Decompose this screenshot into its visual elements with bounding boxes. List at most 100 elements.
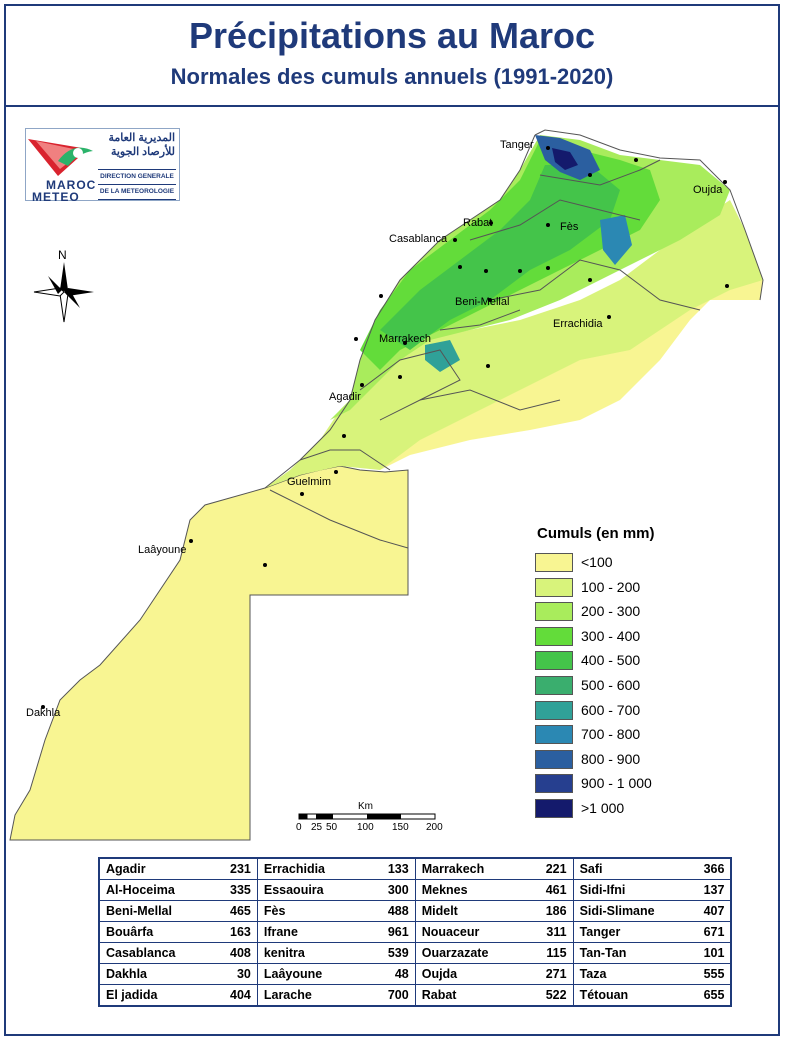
legend-label: 500 - 600 (581, 677, 641, 693)
station-name: Beni-Mellal (99, 900, 224, 922)
legend-label: 800 - 900 (581, 750, 641, 767)
middle-atlas-rainfall (600, 215, 632, 265)
scale-unit-label: Km (358, 801, 373, 812)
station-name: Marrakech (415, 858, 540, 880)
table-row: Beni-Mellal 465 Fès 488 Midelt 186 Sidi-Sliman… (99, 900, 732, 922)
station-name: Larache (257, 984, 382, 1007)
legend-item: 800 - 900 (535, 749, 675, 771)
city-label-fes: Fès (560, 221, 579, 233)
logo-arabic-text: المديرية العامة للأرصاد الجوية (108, 131, 175, 159)
scale-bar (298, 813, 436, 820)
page-subtitle: Normales des cumuls annuels (1991-2020) (170, 64, 614, 89)
station-value: 231 (224, 858, 258, 880)
station-name: Sidi-Slimane (573, 900, 698, 922)
legend-item: <100 (535, 553, 675, 574)
station-value: 300 (381, 879, 416, 901)
rif-peak-rainfall (552, 148, 578, 170)
legend-item: 400 - 500 (535, 651, 675, 672)
legend-label: 300 - 400 (581, 627, 641, 644)
station-name: Bouârfa (99, 921, 224, 943)
legend-item: 500 - 600 (535, 676, 675, 697)
station-table: Agadir 231 Errachidia 133 Marrakech 221 Safi 36… (98, 857, 733, 1007)
station-name: Nouaceur (415, 921, 540, 943)
scale-tick-label: 100 (357, 822, 374, 833)
north-arrow-icon (33, 262, 94, 323)
station-value: 271 (539, 963, 574, 985)
legend-label: 700 - 800 (581, 726, 641, 743)
station-name: Tétouan (573, 984, 698, 1007)
logo-emblem-icon (28, 139, 93, 176)
logo-french-text: DIRECTION GENERALE DE LA METEOROLOGIE (98, 169, 176, 200)
city-label-errachidia: Errachidia (553, 318, 603, 330)
high-atlas-rainfall (425, 340, 460, 372)
station-name: Ifrane (257, 921, 382, 943)
legend-swatch (535, 700, 573, 720)
legend-label: 400 - 500 (581, 652, 641, 669)
legend-swatch (535, 602, 573, 622)
station-name: Essaouira (257, 879, 382, 901)
legend-item: >1 000 (535, 799, 675, 820)
legend-swatch (535, 749, 573, 769)
station-value: 366 (697, 858, 732, 880)
semi-arid-band (265, 200, 763, 488)
page-frame (4, 4, 780, 1036)
station-name: Casablanca (99, 942, 224, 964)
scale-tick-label: 150 (392, 822, 409, 833)
logo-wordmark-bottom: METEO (32, 190, 80, 204)
station-name: Taza (573, 963, 698, 985)
city-label-casablanca: Casablanca (389, 233, 448, 245)
logo-arabic-line-1: المديرية العامة (108, 132, 175, 144)
station-value: 539 (381, 942, 416, 964)
station-value: 408 (224, 942, 258, 964)
station-value: 186 (539, 900, 574, 922)
legend-swatch (535, 626, 573, 646)
station-value: 671 (697, 921, 732, 943)
city-label-laayoune: Laâyoune (138, 544, 187, 556)
legend-swatch (535, 651, 573, 671)
station-value: 48 (381, 963, 416, 985)
station-value: 101 (697, 942, 732, 964)
city-label-guelmim: Guelmim (287, 476, 332, 488)
station-value: 555 (697, 963, 732, 985)
station-name: Ouarzazate (415, 942, 540, 964)
logo-french-line-2: DE LA METEOROLOGIE (98, 185, 176, 200)
legend-swatch (535, 577, 573, 597)
station-name: kenitra (257, 942, 382, 964)
station-value: 221 (539, 858, 574, 880)
station-value: 961 (381, 921, 416, 943)
legend-swatch (535, 676, 573, 695)
compass-north-label: N (58, 248, 67, 262)
city-label-marrakech: Marrakech (379, 333, 431, 345)
legend-swatch (535, 774, 573, 794)
city-label-rabat: Rabat (463, 217, 493, 229)
station-value: 133 (381, 858, 416, 880)
city-label-oujda: Oujda (693, 184, 723, 196)
station-value: 488 (381, 900, 416, 922)
city-label-agadir: Agadir (329, 391, 361, 403)
logo-wordmark: MAROC METEO (32, 179, 96, 203)
legend-label: 600 - 700 (581, 701, 641, 718)
station-value: 655 (697, 984, 732, 1007)
legend-label: >1 000 (581, 800, 625, 816)
station-name: Oujda (415, 963, 540, 985)
legend-item: 600 - 700 (535, 700, 675, 722)
station-name: Safi (573, 858, 698, 880)
station-value: 700 (381, 984, 416, 1007)
station-value: 522 (539, 984, 574, 1007)
region-boundaries (264, 129, 764, 549)
table-row: Casablanca 408 kenitra 539 Ouarzazate 115 Tan-… (99, 942, 732, 964)
legend-label: <100 (581, 554, 613, 570)
station-name: El jadida (99, 984, 224, 1007)
station-value: 335 (224, 879, 258, 901)
station-name: Al-Hoceima (99, 879, 224, 901)
table-row: Agadir 231 Errachidia 133 Marrakech 221 Safi 36… (99, 858, 732, 880)
station-name: Tanger (573, 921, 698, 943)
station-name: Sidi-Ifni (573, 879, 698, 901)
logo-french-line-1: DIRECTION GENERALE (98, 170, 176, 185)
table-row: El jadida 404 Larache 700 Rabat 522 Tétouan 655 (99, 984, 732, 1007)
table-row: Bouârfa 163 Ifrane 961 Nouaceur 311 Tanger 671 (99, 921, 732, 943)
table-row: Al-Hoceima 335 Essaouira 300 Meknes 461 Sidi-I… (99, 879, 732, 901)
legend-item: 900 - 1 000 (535, 774, 675, 795)
city-label-beni-mellal: Beni-Mellal (455, 296, 510, 308)
